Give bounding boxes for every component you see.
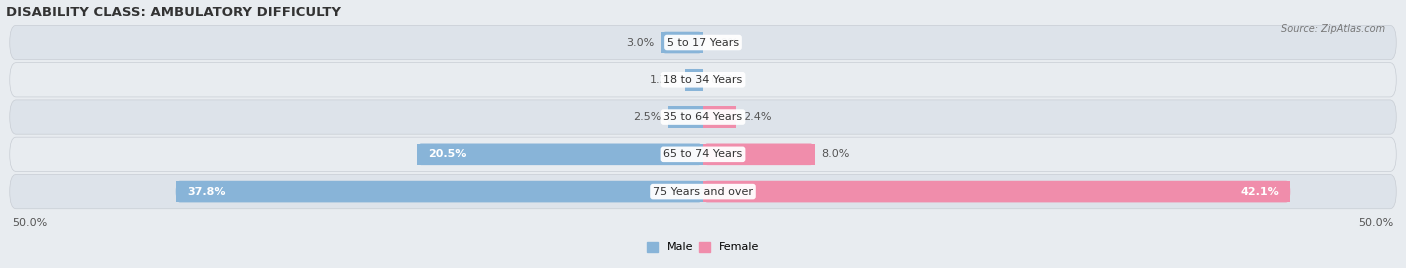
Bar	[661, 32, 703, 53]
FancyBboxPatch shape	[703, 106, 737, 128]
Text: 2.4%: 2.4%	[744, 112, 772, 122]
Legend: Male, Female: Male, Female	[643, 237, 763, 257]
FancyBboxPatch shape	[668, 106, 703, 128]
Bar	[703, 143, 814, 165]
FancyBboxPatch shape	[10, 174, 1396, 209]
Text: 20.5%: 20.5%	[429, 149, 467, 159]
FancyBboxPatch shape	[703, 143, 814, 165]
Text: 2.5%: 2.5%	[633, 112, 661, 122]
Text: DISABILITY CLASS: AMBULATORY DIFFICULTY: DISABILITY CLASS: AMBULATORY DIFFICULTY	[6, 6, 340, 18]
FancyBboxPatch shape	[10, 63, 1396, 97]
FancyBboxPatch shape	[10, 100, 1396, 134]
Text: 0.0%: 0.0%	[710, 75, 738, 85]
Bar	[418, 143, 703, 165]
Text: 1.3%: 1.3%	[650, 75, 678, 85]
FancyBboxPatch shape	[661, 32, 703, 53]
Text: 50.0%: 50.0%	[1358, 218, 1393, 228]
Text: 0.0%: 0.0%	[710, 38, 738, 47]
FancyBboxPatch shape	[418, 143, 703, 165]
FancyBboxPatch shape	[685, 69, 703, 91]
Text: 65 to 74 Years: 65 to 74 Years	[664, 149, 742, 159]
Bar	[176, 181, 703, 202]
Text: 35 to 64 Years: 35 to 64 Years	[664, 112, 742, 122]
Bar	[668, 106, 703, 128]
Text: 50.0%: 50.0%	[13, 218, 48, 228]
Text: 37.8%: 37.8%	[187, 187, 225, 197]
Text: 3.0%: 3.0%	[626, 38, 654, 47]
Bar	[685, 69, 703, 91]
Text: 75 Years and over: 75 Years and over	[652, 187, 754, 197]
Text: 42.1%: 42.1%	[1240, 187, 1279, 197]
FancyBboxPatch shape	[10, 25, 1396, 60]
Bar	[703, 181, 1291, 202]
Text: 5 to 17 Years: 5 to 17 Years	[666, 38, 740, 47]
FancyBboxPatch shape	[703, 181, 1291, 202]
FancyBboxPatch shape	[176, 181, 703, 202]
FancyBboxPatch shape	[10, 137, 1396, 172]
Text: 18 to 34 Years: 18 to 34 Years	[664, 75, 742, 85]
Bar	[703, 106, 737, 128]
Text: 8.0%: 8.0%	[821, 149, 851, 159]
Text: Source: ZipAtlas.com: Source: ZipAtlas.com	[1281, 24, 1385, 34]
